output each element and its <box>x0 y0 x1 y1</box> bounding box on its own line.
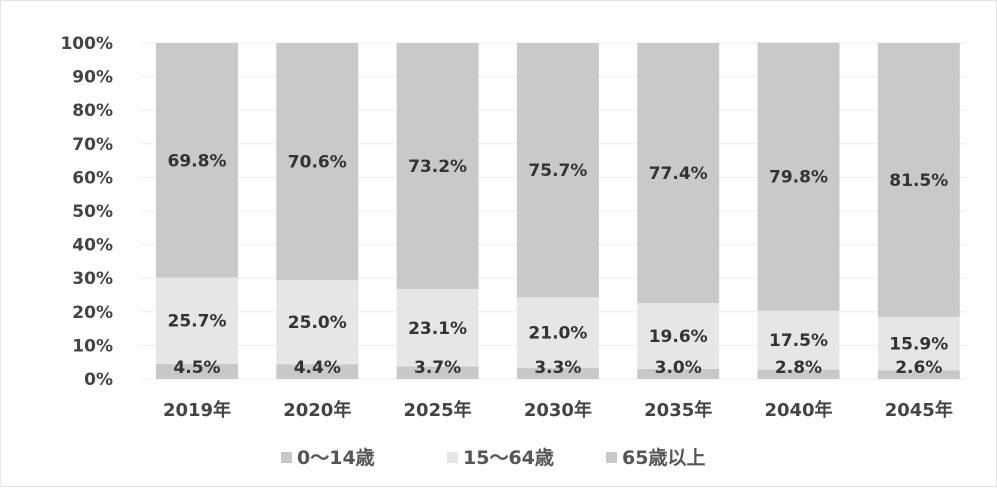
legend-swatch <box>281 452 292 463</box>
y-tick-label: 80% <box>72 101 113 121</box>
data-label: 75.7% <box>528 161 587 181</box>
y-tick-label: 100% <box>60 34 113 54</box>
data-label: 2.6% <box>895 358 942 378</box>
bar-segment-2 <box>516 297 599 368</box>
bar-segment-1 <box>757 369 840 379</box>
data-label: 4.5% <box>173 358 220 378</box>
y-tick-label: 20% <box>72 303 113 323</box>
bar-segment-1 <box>276 364 359 379</box>
bar-segment-2 <box>396 288 479 367</box>
data-label: 19.6% <box>649 327 708 347</box>
x-category-label: 2040年 <box>764 399 832 421</box>
bar-segment-1 <box>156 363 238 379</box>
y-tick-label: 0% <box>84 370 113 390</box>
bar-segment-1 <box>396 366 479 379</box>
legend-label: 0〜14歳 <box>297 447 375 469</box>
bar-segment-3 <box>156 43 238 278</box>
data-label: 21.0% <box>528 324 587 344</box>
x-category-label: 2030年 <box>524 399 592 421</box>
data-label: 79.8% <box>769 168 828 188</box>
y-tick-label: 30% <box>72 269 113 289</box>
y-tick-label: 50% <box>72 202 113 222</box>
data-label: 81.5% <box>889 171 948 191</box>
y-tick-label: 40% <box>72 236 113 256</box>
y-tick-label: 60% <box>72 168 113 188</box>
bar-segment-1 <box>637 368 720 379</box>
data-label: 17.5% <box>769 331 828 351</box>
y-tick-label: 10% <box>72 336 113 356</box>
data-label: 3.3% <box>534 358 581 378</box>
data-label: 77.4% <box>649 164 708 184</box>
legend-swatch <box>447 452 458 463</box>
legend-label: 15〜64歳 <box>463 447 554 469</box>
bar-segment-2 <box>637 303 720 369</box>
bar-segment-3 <box>396 43 479 289</box>
data-label: 25.7% <box>168 312 227 332</box>
data-label: 3.0% <box>655 358 702 378</box>
data-label: 70.6% <box>288 153 347 173</box>
data-label: 3.7% <box>414 358 461 378</box>
bar-segment-1 <box>516 367 599 379</box>
x-category-label: 2020年 <box>283 399 351 421</box>
bar-segment-3 <box>516 43 599 298</box>
data-label: 2.8% <box>775 358 822 378</box>
data-label: 23.1% <box>408 319 467 339</box>
y-tick-label: 70% <box>72 135 113 155</box>
data-label: 25.0% <box>288 313 347 333</box>
bar-segment-1 <box>877 370 960 379</box>
data-label: 73.2% <box>408 157 467 177</box>
data-label: 15.9% <box>889 335 948 355</box>
x-category-label: 2025年 <box>404 399 472 421</box>
legend-swatch <box>606 452 617 463</box>
legend-label: 65歳以上 <box>622 447 705 469</box>
bar-segment-3 <box>637 43 720 304</box>
bar-segment-3 <box>757 42 840 311</box>
x-category-label: 2035年 <box>644 399 712 421</box>
bar-segment-2 <box>757 310 840 370</box>
data-label: 4.4% <box>294 358 341 378</box>
bar-segment-2 <box>156 277 238 364</box>
x-category-label: 2019年 <box>163 399 231 421</box>
y-tick-label: 90% <box>72 68 113 88</box>
data-label: 69.8% <box>168 151 227 171</box>
bar-segment-2 <box>276 280 359 365</box>
x-category-label: 2045年 <box>885 399 953 421</box>
bar-segment-2 <box>877 316 960 371</box>
bar-segment-3 <box>276 43 359 281</box>
bar-segment-3 <box>877 43 960 317</box>
